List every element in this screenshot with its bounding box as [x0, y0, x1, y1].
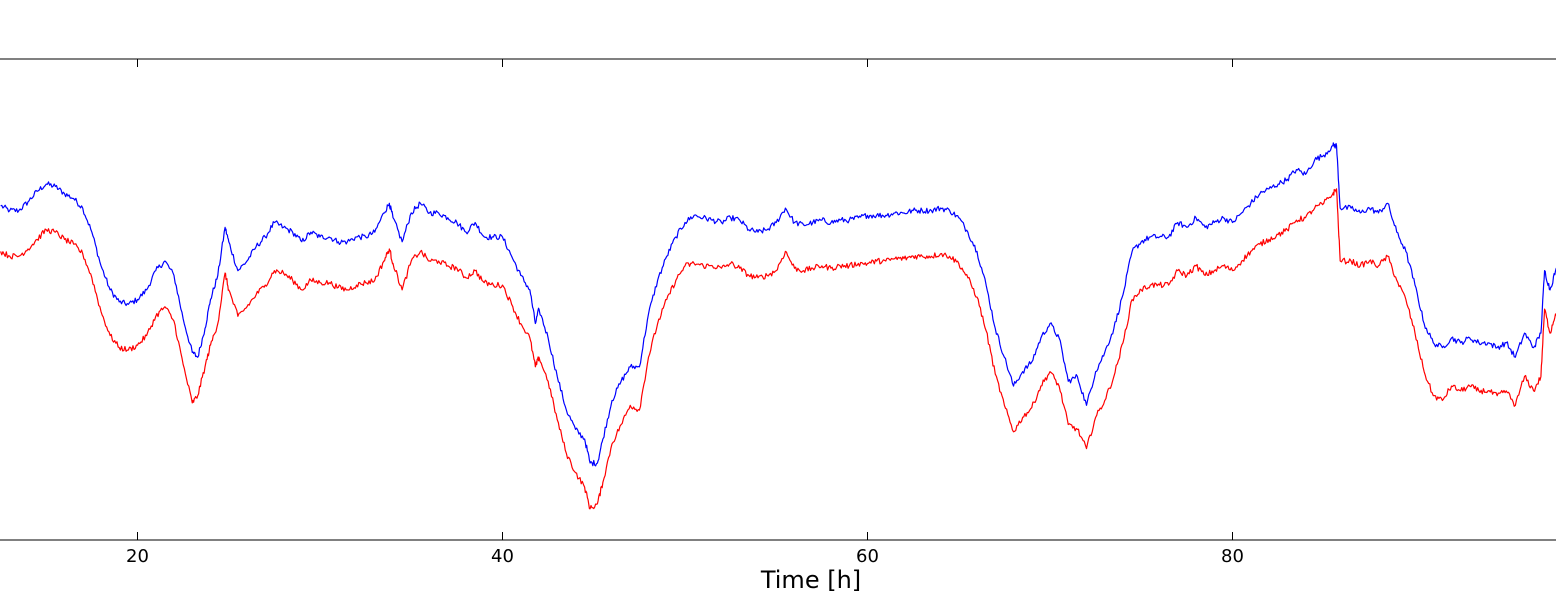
- series-lines: [0, 142, 1556, 510]
- axes: [0, 58, 1556, 541]
- x-axis-title: Time [h]: [760, 566, 861, 594]
- x-tick-label: 40: [491, 546, 514, 567]
- series-line-1: [0, 142, 1556, 467]
- x-tick-label: 60: [856, 546, 879, 567]
- x-ticks: 20 40 60 80: [126, 59, 1244, 567]
- series-line-2: [0, 188, 1556, 510]
- x-tick-label: 80: [1221, 546, 1244, 567]
- x-tick-label: 20: [126, 546, 149, 567]
